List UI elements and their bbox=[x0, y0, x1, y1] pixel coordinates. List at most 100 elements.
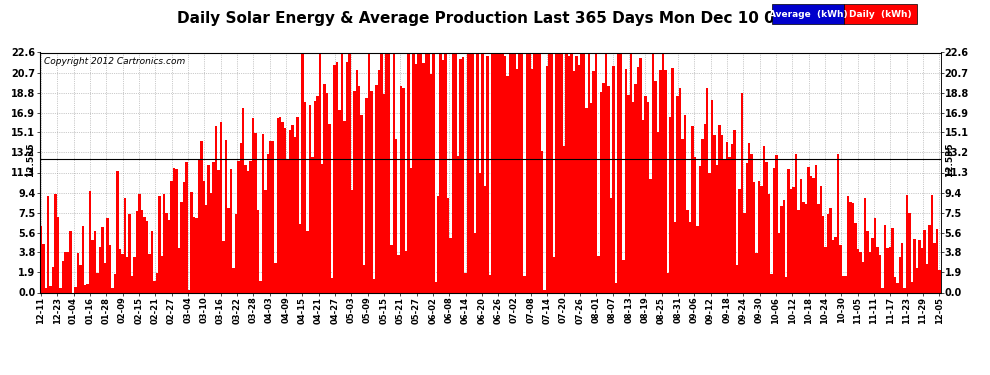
Bar bbox=[666, 273, 669, 292]
Bar bbox=[504, 56, 506, 292]
Bar bbox=[185, 162, 188, 292]
Bar bbox=[160, 256, 163, 292]
Bar bbox=[929, 225, 931, 292]
Bar bbox=[40, 226, 42, 292]
Bar bbox=[894, 277, 896, 292]
Bar bbox=[711, 100, 714, 292]
Bar bbox=[582, 53, 585, 292]
Bar bbox=[124, 198, 126, 292]
Bar bbox=[846, 196, 849, 292]
Bar bbox=[195, 219, 198, 292]
Bar bbox=[832, 240, 835, 292]
Bar bbox=[800, 178, 802, 292]
Bar bbox=[109, 245, 111, 292]
Bar bbox=[479, 173, 481, 292]
Bar bbox=[101, 227, 104, 292]
Bar bbox=[874, 217, 876, 292]
Bar bbox=[548, 53, 550, 292]
Bar bbox=[139, 194, 141, 292]
Bar bbox=[158, 196, 160, 292]
Bar bbox=[363, 265, 365, 292]
Bar bbox=[536, 53, 539, 292]
Bar bbox=[642, 120, 644, 292]
Bar bbox=[869, 252, 871, 292]
Bar bbox=[417, 53, 420, 292]
Text: Copyright 2012 Cartronics.com: Copyright 2012 Cartronics.com bbox=[45, 57, 185, 66]
Bar bbox=[294, 137, 296, 292]
Bar bbox=[736, 265, 739, 292]
Bar bbox=[679, 88, 681, 292]
Bar bbox=[924, 230, 926, 292]
Bar bbox=[469, 53, 471, 292]
Bar bbox=[859, 252, 861, 292]
Bar bbox=[926, 264, 929, 292]
Text: 12.535: 12.535 bbox=[26, 142, 35, 177]
Bar bbox=[205, 205, 208, 292]
Bar bbox=[365, 98, 368, 292]
Bar bbox=[748, 143, 750, 292]
Bar bbox=[388, 53, 390, 292]
Bar bbox=[266, 154, 269, 292]
Bar bbox=[921, 248, 924, 292]
Bar bbox=[484, 186, 486, 292]
Bar bbox=[615, 284, 617, 292]
Bar bbox=[208, 165, 210, 292]
Text: Average  (kWh): Average (kWh) bbox=[769, 10, 847, 19]
Bar bbox=[676, 96, 679, 292]
Bar bbox=[111, 288, 114, 292]
Bar bbox=[146, 221, 148, 292]
Bar bbox=[625, 69, 627, 292]
Bar bbox=[544, 290, 545, 292]
Bar bbox=[50, 286, 51, 292]
Bar bbox=[605, 53, 607, 292]
Bar bbox=[635, 84, 637, 292]
Bar bbox=[150, 231, 153, 292]
Bar bbox=[704, 124, 706, 292]
Bar bbox=[709, 173, 711, 292]
Bar bbox=[494, 53, 496, 292]
Bar bbox=[466, 53, 469, 292]
Bar bbox=[456, 156, 459, 292]
Bar bbox=[430, 75, 432, 292]
Bar bbox=[785, 277, 787, 292]
Bar bbox=[155, 273, 158, 292]
Bar bbox=[47, 196, 50, 292]
Bar bbox=[422, 63, 425, 292]
Bar bbox=[410, 168, 412, 292]
Bar bbox=[350, 190, 353, 292]
Bar bbox=[743, 213, 745, 292]
Bar bbox=[570, 53, 573, 292]
Bar bbox=[96, 273, 99, 292]
Bar bbox=[368, 53, 370, 292]
Bar bbox=[131, 276, 134, 292]
Bar bbox=[820, 186, 822, 292]
Bar bbox=[780, 206, 782, 292]
Bar bbox=[309, 105, 311, 292]
Bar bbox=[630, 53, 632, 292]
Bar bbox=[731, 144, 734, 292]
Bar bbox=[654, 81, 656, 292]
Bar bbox=[805, 204, 807, 292]
Bar bbox=[889, 248, 891, 292]
Bar bbox=[524, 276, 526, 292]
Bar bbox=[451, 53, 454, 292]
Bar bbox=[261, 134, 264, 292]
Bar bbox=[380, 53, 383, 292]
Bar bbox=[607, 86, 610, 292]
Bar bbox=[274, 263, 276, 292]
Bar bbox=[729, 157, 731, 292]
Bar bbox=[573, 71, 575, 292]
Bar bbox=[114, 274, 116, 292]
Bar bbox=[210, 193, 213, 292]
Bar bbox=[684, 116, 686, 292]
Bar bbox=[526, 53, 529, 292]
Bar bbox=[445, 53, 446, 292]
Bar bbox=[531, 69, 534, 292]
Bar bbox=[281, 123, 284, 292]
Bar bbox=[89, 191, 91, 292]
Bar bbox=[790, 189, 792, 292]
Bar bbox=[770, 274, 772, 292]
Bar bbox=[249, 160, 251, 292]
Bar bbox=[620, 53, 622, 292]
Bar bbox=[339, 110, 341, 292]
